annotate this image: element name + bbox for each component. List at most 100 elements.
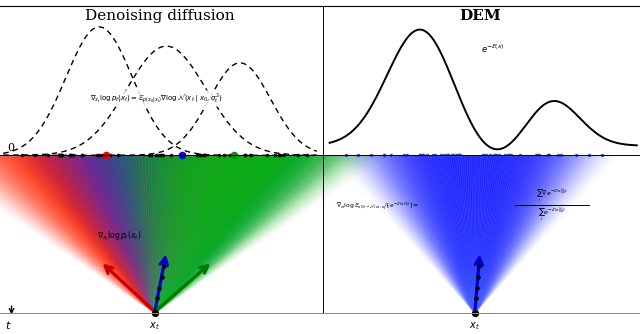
Polygon shape: [155, 155, 197, 313]
Point: [17, 153, 28, 158]
Point: [65, 153, 76, 158]
Point: [584, 153, 594, 158]
Polygon shape: [10, 155, 202, 313]
Polygon shape: [6, 155, 205, 313]
Polygon shape: [401, 155, 548, 313]
Polygon shape: [32, 155, 179, 313]
Point: [429, 153, 440, 158]
Polygon shape: [61, 155, 155, 313]
Point: [191, 153, 202, 158]
Point: [474, 263, 484, 269]
Point: [246, 153, 256, 158]
Polygon shape: [75, 155, 290, 313]
Polygon shape: [409, 155, 541, 313]
Point: [105, 153, 115, 158]
Polygon shape: [93, 155, 155, 313]
Point: [472, 285, 482, 290]
Polygon shape: [78, 155, 287, 313]
Polygon shape: [155, 155, 255, 313]
Polygon shape: [148, 155, 319, 313]
Polygon shape: [155, 155, 247, 313]
Text: $\nabla_{x_t} \log p_t(x_t) = \mathbb{E}_{p(x_0|x_t)} \nabla \log \mathcal{N}(x_: $\nabla_{x_t} \log p_t(x_t) = \mathbb{E}…: [90, 91, 223, 106]
Point: [166, 153, 177, 158]
Text: $\nabla_{x_t} \log p_t(x_t)$: $\nabla_{x_t} \log p_t(x_t)$: [97, 229, 142, 243]
Polygon shape: [155, 155, 244, 313]
Text: 0: 0: [8, 143, 15, 153]
Polygon shape: [111, 155, 254, 313]
Point: [302, 153, 312, 158]
Point: [76, 153, 86, 158]
Polygon shape: [64, 155, 155, 313]
Point: [454, 153, 465, 158]
Polygon shape: [72, 155, 293, 313]
Point: [113, 153, 124, 158]
Point: [195, 153, 205, 158]
Polygon shape: [155, 155, 260, 313]
Polygon shape: [155, 155, 209, 313]
Polygon shape: [155, 155, 290, 313]
Polygon shape: [0, 155, 243, 313]
Polygon shape: [399, 155, 551, 313]
Polygon shape: [372, 155, 578, 313]
Polygon shape: [155, 155, 292, 313]
Point: [240, 153, 250, 158]
Polygon shape: [155, 155, 191, 313]
Polygon shape: [470, 155, 480, 313]
Polygon shape: [0, 155, 237, 313]
Point: [471, 296, 481, 301]
Polygon shape: [96, 155, 155, 313]
Polygon shape: [155, 155, 282, 313]
Polygon shape: [155, 155, 298, 313]
Polygon shape: [83, 155, 155, 313]
Polygon shape: [155, 155, 268, 313]
Polygon shape: [443, 155, 507, 313]
Polygon shape: [0, 155, 234, 313]
Polygon shape: [152, 155, 212, 313]
Polygon shape: [455, 155, 495, 313]
Polygon shape: [143, 155, 221, 313]
Point: [67, 153, 77, 158]
Point: [571, 153, 581, 158]
Polygon shape: [0, 155, 224, 313]
Polygon shape: [138, 155, 227, 313]
Point: [453, 153, 463, 158]
Text: $x_t$: $x_t$: [470, 321, 480, 332]
Polygon shape: [384, 155, 566, 313]
Point: [58, 153, 68, 158]
Polygon shape: [99, 155, 155, 313]
Point: [54, 153, 64, 158]
Polygon shape: [451, 155, 499, 313]
Point: [443, 153, 453, 158]
Point: [399, 153, 410, 158]
Polygon shape: [16, 155, 195, 313]
Polygon shape: [379, 155, 571, 313]
Polygon shape: [155, 155, 306, 313]
Point: [340, 153, 351, 158]
Point: [65, 153, 75, 158]
Point: [531, 153, 541, 158]
Polygon shape: [13, 155, 198, 313]
Point: [504, 153, 515, 158]
Text: Denoising diffusion: Denoising diffusion: [85, 9, 235, 23]
Polygon shape: [426, 155, 524, 313]
Point: [379, 153, 389, 158]
Polygon shape: [26, 155, 186, 313]
Polygon shape: [114, 155, 251, 313]
Polygon shape: [440, 155, 509, 313]
Polygon shape: [155, 155, 308, 313]
Point: [490, 153, 500, 158]
Point: [100, 153, 111, 158]
Point: [439, 153, 449, 158]
Polygon shape: [155, 155, 276, 313]
Text: $\sum_i \nabla e^{-\mathcal{E}(x_{0|t}^{(i)})}$: $\sum_i \nabla e^{-\mathcal{E}(x_{0|t}^{…: [536, 187, 568, 205]
Point: [451, 153, 461, 158]
Point: [491, 153, 501, 158]
Point: [477, 153, 488, 158]
Polygon shape: [424, 155, 526, 313]
Point: [366, 153, 376, 158]
Polygon shape: [406, 155, 543, 313]
Polygon shape: [54, 155, 311, 313]
Polygon shape: [70, 155, 155, 313]
Polygon shape: [369, 155, 580, 313]
Point: [152, 296, 163, 301]
